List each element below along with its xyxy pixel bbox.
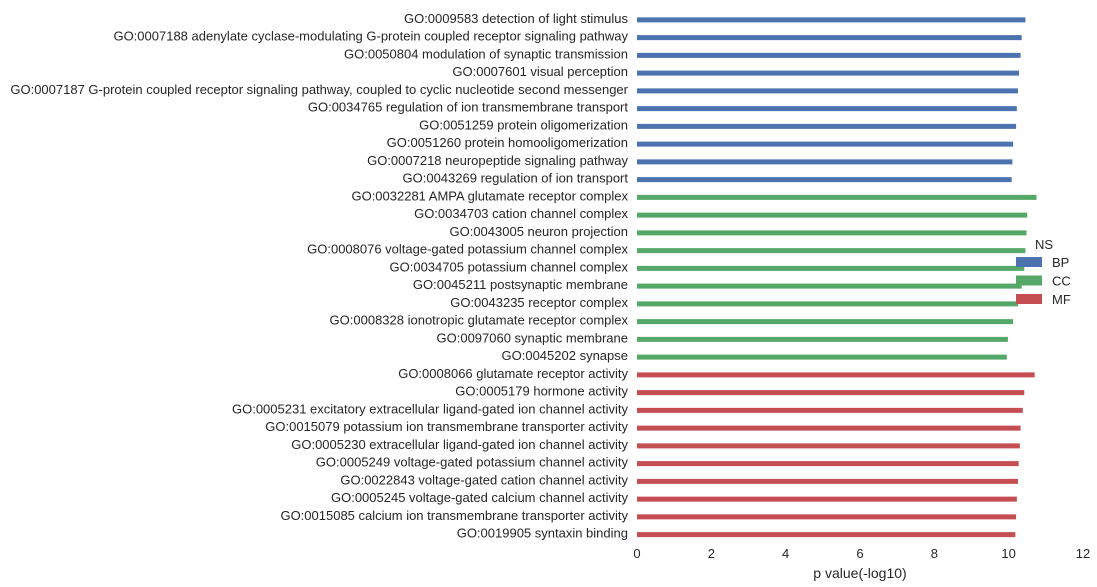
bar <box>637 35 1022 41</box>
x-axis-label: p value(-log10) <box>813 565 906 581</box>
category-label: GO:0034705 potassium channel complex <box>390 259 629 274</box>
x-tick-label: 10 <box>1001 546 1015 561</box>
bar <box>637 283 1022 289</box>
category-label: GO:0097060 synaptic membrane <box>437 330 629 345</box>
legend-swatch-mf <box>1016 294 1042 304</box>
legend-swatch-cc <box>1016 275 1042 286</box>
x-tick-label: 12 <box>1076 546 1090 561</box>
bar <box>637 478 1018 484</box>
bar <box>637 88 1018 94</box>
category-label: GO:0007218 neuropeptide signaling pathwa… <box>367 153 628 168</box>
category-label: GO:0045202 synapse <box>502 348 628 363</box>
category-label: GO:0051260 protein homooligomerization <box>387 135 628 150</box>
bar <box>637 194 1037 200</box>
legend-swatch-bp <box>1016 257 1042 267</box>
bar <box>637 425 1021 431</box>
bar <box>637 319 1014 325</box>
legend-title: NS <box>1035 237 1053 252</box>
bar <box>637 70 1020 76</box>
category-label: GO:0009583 detection of light stimulus <box>404 11 629 26</box>
category-label: GO:0005231 excitatory extracellular liga… <box>232 401 629 416</box>
bar <box>637 212 1028 218</box>
x-tick-label: 4 <box>782 546 789 561</box>
category-label: GO:0005245 voltage-gated calcium channel… <box>331 490 629 505</box>
bar <box>637 265 1025 271</box>
bar <box>637 407 1023 413</box>
x-axis: 0 2 4 6 8 10 12 <box>633 546 1090 561</box>
bar <box>637 52 1021 58</box>
category-label: GO:0015079 potassium ion transmembrane t… <box>265 419 628 434</box>
category-label: GO:0043269 regulation of ion transport <box>403 171 629 186</box>
category-label: GO:0007188 adenylate cyclase-modulating … <box>113 29 628 44</box>
category-label: GO:0045211 postsynaptic membrane <box>413 277 628 292</box>
category-label: GO:0050804 modulation of synaptic transm… <box>344 46 628 61</box>
legend-label-cc: CC <box>1052 274 1071 289</box>
category-label: GO:0005179 hormone activity <box>455 384 628 399</box>
bar <box>637 461 1019 467</box>
bar <box>637 443 1020 449</box>
category-label: GO:0032281 AMPA glutamate receptor compl… <box>351 188 628 203</box>
bar <box>637 496 1017 502</box>
category-label: GO:0034703 cation channel complex <box>414 206 628 221</box>
x-tick-label: 6 <box>856 546 863 561</box>
category-label: GO:0005249 voltage-gated potassium chann… <box>316 455 629 470</box>
category-labels: GO:0009583 detection of light stimulus GO… <box>10 11 628 541</box>
bar <box>637 354 1007 360</box>
x-tick-label: 8 <box>931 546 938 561</box>
bar <box>637 230 1027 236</box>
category-label: GO:0015085 calcium ion transmembrane tra… <box>280 508 628 523</box>
bar <box>637 301 1018 307</box>
bar <box>637 177 1012 183</box>
category-label: GO:0007187 G-protein coupled receptor si… <box>10 82 628 97</box>
bar <box>637 532 1016 538</box>
category-label: GO:0043005 neuron projection <box>449 224 628 239</box>
category-label: GO:0034765 regulation of ion transmembra… <box>308 100 629 115</box>
x-tick-label: 0 <box>633 546 640 561</box>
category-label: GO:0007601 visual perception <box>452 64 628 79</box>
bar <box>637 159 1013 165</box>
legend-label-bp: BP <box>1052 255 1069 270</box>
bar <box>637 514 1017 520</box>
bar <box>637 390 1025 396</box>
bar <box>637 106 1017 112</box>
bar <box>637 336 1008 342</box>
bar <box>637 141 1014 147</box>
category-label: GO:0019905 syntaxin binding <box>457 526 628 541</box>
category-label: GO:0008328 ionotropic glutamate receptor… <box>330 313 629 328</box>
bar <box>637 372 1035 378</box>
legend-label-mf: MF <box>1052 292 1071 307</box>
category-label: GO:0043235 receptor complex <box>450 295 628 310</box>
category-label: GO:0022843 voltage-gated cation channel … <box>340 472 628 487</box>
category-label: GO:0008076 voltage-gated potassium chann… <box>307 242 628 257</box>
bars-layer <box>637 17 1037 538</box>
category-label: GO:0051259 protein oligomerization <box>419 117 628 132</box>
legend: NS BP CC MF <box>1016 237 1071 307</box>
category-label: GO:0005230 extracellular ligand-gated io… <box>291 437 628 452</box>
category-label: GO:0008066 glutamate receptor activity <box>398 366 628 381</box>
bar <box>637 123 1017 129</box>
bar <box>637 17 1026 23</box>
x-tick-label: 2 <box>708 546 715 561</box>
bar <box>637 248 1026 254</box>
